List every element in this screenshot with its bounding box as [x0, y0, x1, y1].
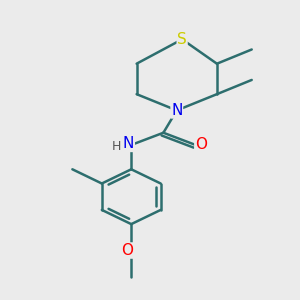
Text: N: N: [123, 136, 134, 152]
Text: S: S: [177, 32, 187, 47]
Text: O: O: [195, 137, 207, 152]
Text: H: H: [112, 140, 121, 153]
Text: O: O: [121, 243, 133, 258]
Text: N: N: [171, 103, 182, 118]
